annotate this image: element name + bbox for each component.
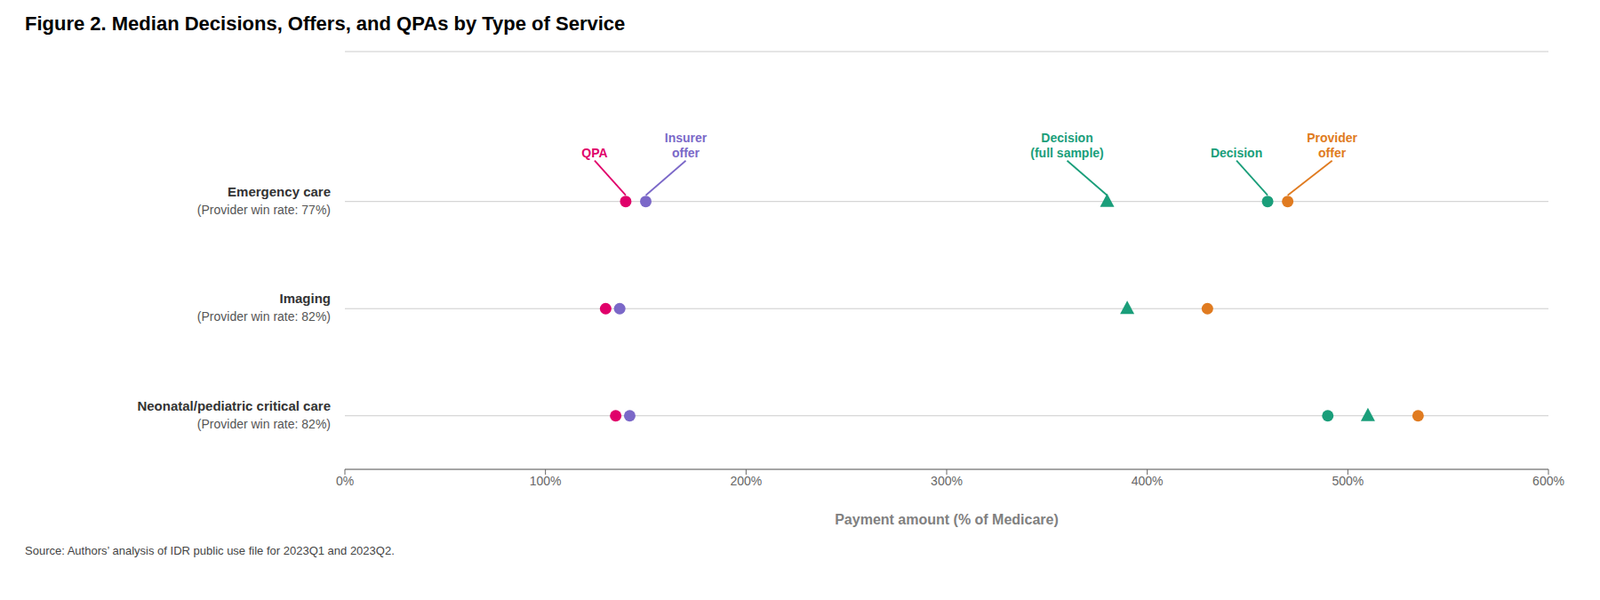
svg-text:(Provider win rate: 77%): (Provider win rate: 77%) [197,202,331,217]
svg-text:300%: 300% [930,473,963,488]
html-text:Source: Authors’ analysis of I: Source: Authors’ analysis of IDR public … [24,544,395,558]
svg-text:Decision: Decision [1210,145,1263,160]
svg-text:500%: 500% [1331,473,1364,488]
svg-text:(Provider win rate: 82%): (Provider win rate: 82%) [197,309,331,324]
svg-text:600%: 600% [1532,473,1565,488]
svg-text:Insureroffer: Insureroffer [664,130,708,160]
svg-text:Decision(full sample): Decision(full sample) [1030,130,1104,160]
svg-text:400%: 400% [1131,473,1164,488]
svg-text:100%: 100% [529,473,562,488]
svg-text:200%: 200% [729,473,762,488]
svg-text:Imaging: Imaging [279,290,331,306]
svg-text:Payment amount (% of Medicare): Payment amount (% of Medicare) [834,512,1059,528]
html-text:Figure 2. Median Decisions, Of: Figure 2. Median Decisions, Offers, and … [24,12,626,35]
svg-text:(Provider win rate: 82%): (Provider win rate: 82%) [197,416,331,432]
svg-text:QPA: QPA [581,145,608,160]
svg-text:Neonatal/pediatric critical ca: Neonatal/pediatric critical care [136,398,331,414]
svg-text:Provideroffer: Provideroffer [1306,130,1358,160]
svg-text:Emergency care: Emergency care [227,184,331,200]
svg-text:0%: 0% [336,473,354,488]
